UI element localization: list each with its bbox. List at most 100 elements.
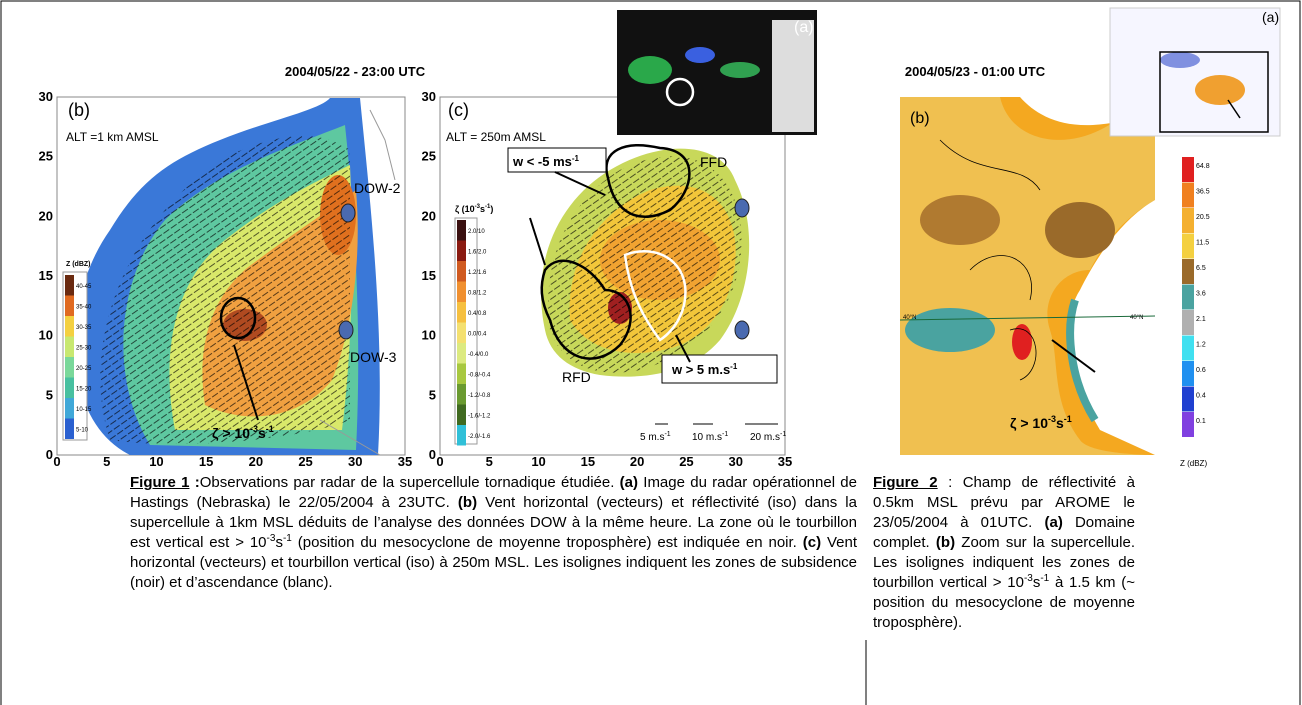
- legend-swatch: [1182, 259, 1194, 284]
- text: ζ (10: [455, 204, 475, 214]
- legend-swatch: [1182, 412, 1194, 437]
- legend-swatch: [65, 357, 74, 378]
- panel-label: (c): [448, 100, 469, 120]
- radar-label: DOW-3: [350, 349, 397, 365]
- legend-label: 6.5: [1196, 265, 1206, 272]
- y-tick-label: 30: [422, 89, 436, 104]
- legend-swatch: [65, 296, 74, 317]
- annotation: ζ > 10-3s-1: [212, 424, 274, 441]
- annotation: ζ > 10-3s-1: [1010, 414, 1072, 431]
- legend-swatch: [65, 316, 74, 337]
- text: (position du mesocyclone de moyenne trop…: [292, 534, 803, 551]
- legend-label: -0.8/-0.4: [468, 373, 491, 379]
- x-tick-label: 0: [53, 454, 60, 469]
- legend-swatch: [1182, 310, 1194, 335]
- legend-title: Z (dBZ): [1180, 459, 1207, 468]
- lat-label: 40°N: [903, 315, 916, 321]
- x-tick-label: 35: [778, 454, 792, 469]
- legend-swatch: [1182, 336, 1194, 361]
- legend-swatch: [1182, 361, 1194, 386]
- legend-label: 0.4: [1196, 393, 1206, 400]
- legend-swatch: [65, 337, 74, 358]
- legend-label: 3.6: [1196, 291, 1206, 298]
- text: -3: [1024, 573, 1033, 584]
- x-tick-label: 30: [728, 454, 742, 469]
- annotation: w < -5 ms-1: [512, 154, 580, 169]
- text: :: [189, 474, 199, 491]
- text: (b): [458, 494, 477, 511]
- y-tick-label: 0: [46, 447, 53, 462]
- legend-label: 20-25: [76, 366, 92, 372]
- heading: 2004/05/22 - 23:00 UTC: [285, 64, 426, 79]
- x-tick-label: 30: [348, 454, 362, 469]
- legend-swatch: [457, 323, 466, 344]
- text: (a): [620, 474, 638, 491]
- text: -1: [572, 154, 580, 163]
- legend-swatch: [65, 275, 74, 296]
- panel-b: [57, 97, 405, 455]
- legend-swatch: [65, 398, 74, 419]
- legend-swatch: [1182, 285, 1194, 310]
- x-tick-label: 15: [199, 454, 213, 469]
- caption: Figure 2 : Champ de réflectivité à 0.5km…: [873, 473, 1135, 633]
- y-tick-label: 10: [422, 328, 436, 343]
- caption: Figure 1 :Observations par radar de la s…: [130, 473, 857, 593]
- heading: 2004/05/23 - 01:00 UTC: [905, 64, 1046, 79]
- y-tick-label: 10: [39, 328, 53, 343]
- legend-swatch: [65, 378, 74, 399]
- legend-label: 0.0/0.4: [468, 332, 487, 338]
- legend-label: 40-45: [76, 284, 92, 290]
- legend-swatch: [457, 261, 466, 282]
- legend-label: -1.6/-1.2: [468, 414, 491, 420]
- text: (b): [936, 534, 955, 551]
- y-tick-label: 0: [429, 447, 436, 462]
- y-tick-label: 25: [422, 149, 436, 164]
- panel-label: (b): [910, 110, 930, 127]
- altitude: ALT =1 km AMSL: [66, 130, 159, 144]
- text: w > 5 m.s: [671, 362, 730, 377]
- text: s: [258, 425, 266, 441]
- legend-swatch: [457, 364, 466, 385]
- legend-label: 30-35: [76, 325, 92, 331]
- legend-label: 2.1: [1196, 316, 1206, 323]
- text: s: [275, 534, 283, 551]
- x-tick-label: 25: [298, 454, 312, 469]
- legend-swatch: [1182, 183, 1194, 208]
- legend-label: 1.6/2.0: [468, 250, 487, 256]
- legend-swatch: [457, 220, 466, 241]
- y-tick-label: 15: [39, 268, 53, 283]
- legend-swatch: [457, 384, 466, 405]
- legend-swatch: [457, 241, 466, 262]
- text: ζ > 10: [212, 425, 250, 441]
- y-tick-label: 5: [46, 387, 53, 402]
- x-tick-label: 35: [398, 454, 412, 469]
- legend-title: Z (dBZ): [66, 261, 91, 268]
- text: (c): [803, 534, 821, 551]
- x-tick-label: 20: [630, 454, 644, 469]
- text: 10 m.s: [692, 432, 722, 443]
- annotation: RFD: [562, 369, 591, 385]
- page: 2004/05/22 - 23:00 UTC 05101520253035051…: [0, 0, 1302, 705]
- text: -1: [730, 362, 738, 371]
- text: -1: [283, 533, 292, 544]
- annotation: w > 5 m.s-1: [671, 362, 738, 377]
- text: w < -5 ms: [512, 154, 572, 169]
- legend-swatch: [65, 419, 74, 440]
- panel-c: [440, 10, 817, 455]
- text: -1: [1064, 414, 1072, 424]
- text: -1: [722, 431, 728, 438]
- legend-label: 15-20: [76, 387, 92, 393]
- legend-label: -0.4/0.0: [468, 352, 489, 358]
- y-tick-label: 20: [422, 208, 436, 223]
- x-tick-label: 25: [679, 454, 693, 469]
- text: -3: [250, 424, 258, 434]
- x-tick-label: 0: [436, 454, 443, 469]
- text: (a): [1044, 514, 1062, 531]
- legend-label: -1.2/-0.8: [468, 393, 491, 399]
- y-tick-label: 15: [422, 268, 436, 283]
- legend-label: 64.8: [1196, 163, 1210, 170]
- text: Figure 1: [130, 474, 189, 491]
- text: Figure 2: [873, 474, 938, 491]
- x-tick-label: 15: [581, 454, 595, 469]
- y-tick-label: 20: [39, 208, 53, 223]
